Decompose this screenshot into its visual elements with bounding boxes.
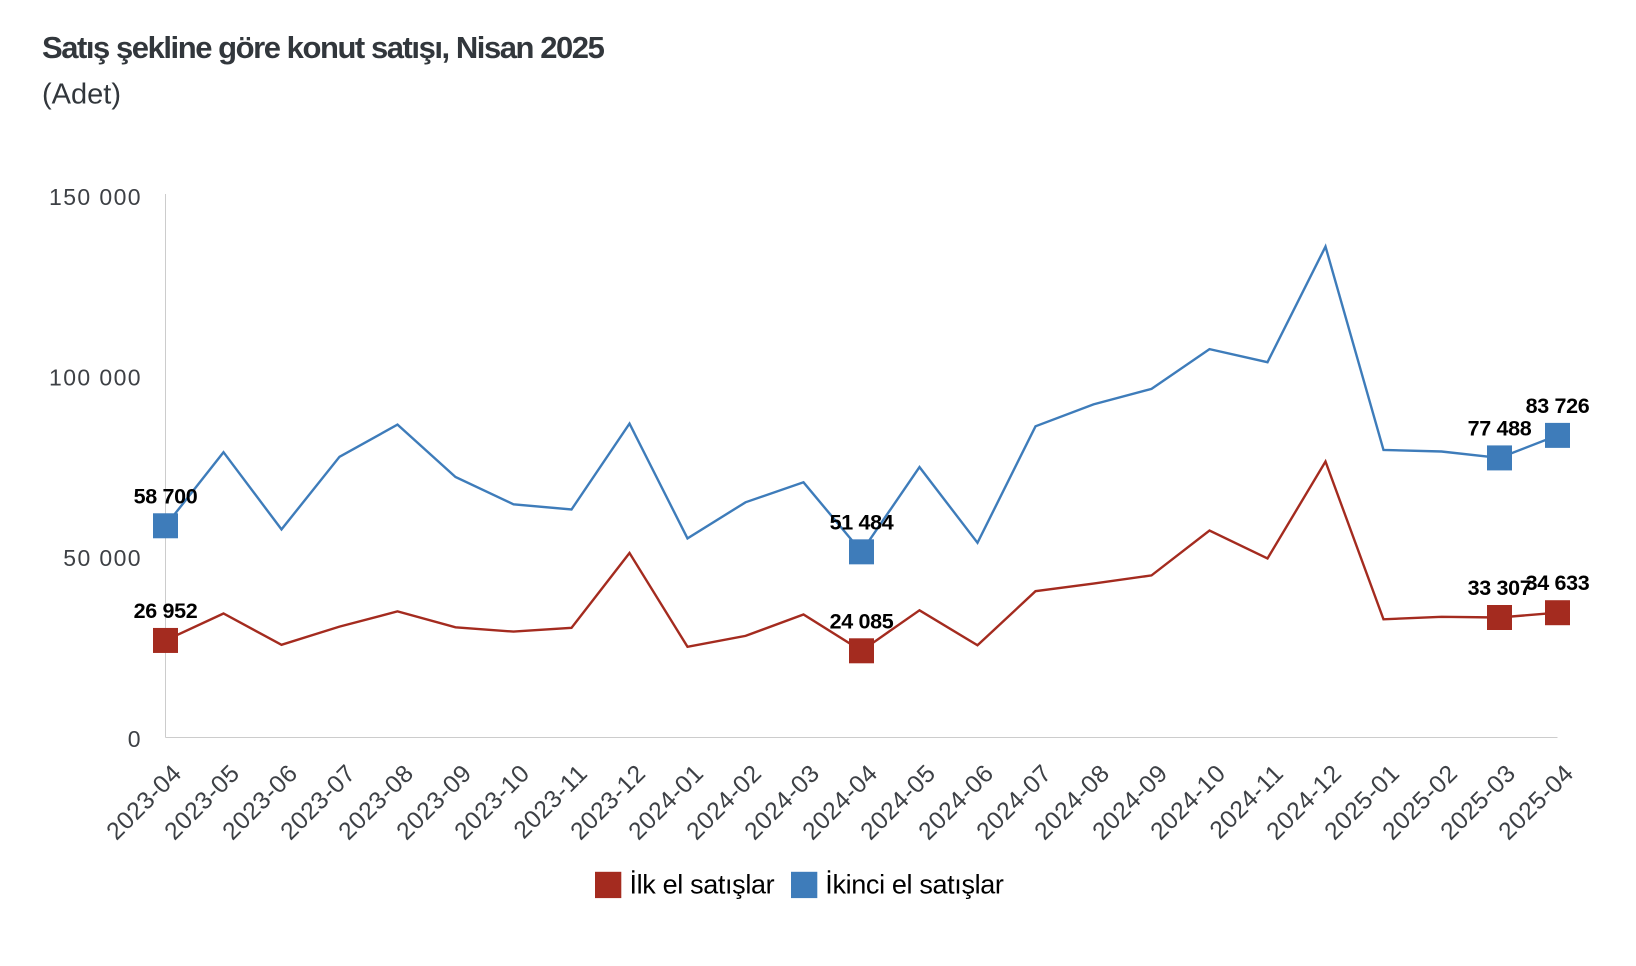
svg-text:24 085: 24 085: [830, 609, 894, 633]
svg-text:Satış şekline göre konut satış: Satış şekline göre konut satışı, Nisan 2…: [42, 30, 605, 65]
svg-text:100 000: 100 000: [49, 365, 142, 391]
svg-text:34 633: 34 633: [1526, 571, 1590, 595]
svg-text:51 484: 51 484: [830, 510, 894, 534]
svg-text:0: 0: [128, 726, 142, 752]
svg-text:50 000: 50 000: [63, 545, 142, 571]
svg-text:150 000: 150 000: [49, 184, 142, 210]
svg-text:58 700: 58 700: [134, 484, 198, 508]
svg-text:İkinci el satışlar: İkinci el satışlar: [825, 868, 1004, 899]
svg-text:83 726: 83 726: [1526, 394, 1590, 418]
svg-text:77 488: 77 488: [1468, 416, 1532, 440]
svg-text:(Adet): (Adet): [42, 78, 121, 110]
svg-text:26 952: 26 952: [134, 599, 198, 623]
svg-text:33 307: 33 307: [1468, 576, 1532, 600]
svg-text:İlk el satışlar: İlk el satışlar: [630, 868, 775, 899]
